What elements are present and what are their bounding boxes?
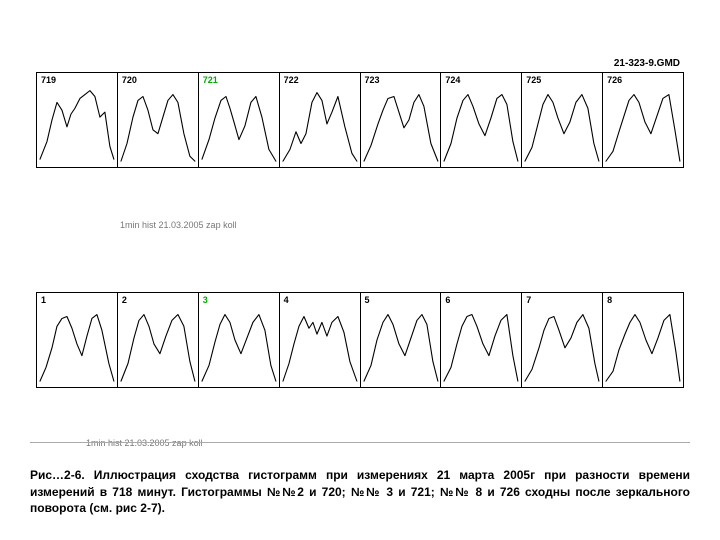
histogram-panel: 4 <box>280 292 361 388</box>
histogram-panel: 721 <box>199 72 280 168</box>
histogram-curve <box>280 73 360 167</box>
histogram-curve <box>361 73 441 167</box>
histogram-curve <box>199 293 279 387</box>
figure-caption: Рис…2-6. Иллюстрация сходства гистограмм… <box>30 467 690 516</box>
dataset-sublabel: 1min hist 21.03.2005 zap koll <box>120 220 237 230</box>
dataset-sublabel: 1min hist 21.03.2005 zap koll <box>86 438 203 448</box>
histogram-panel: 1 <box>36 292 118 388</box>
histogram-panel: 2 <box>118 292 199 388</box>
file-name-header: 21-323-9.GMD <box>614 58 680 69</box>
histogram-curve <box>522 293 602 387</box>
histogram-panel: 8 <box>603 292 684 388</box>
panel-row-1: 719720721722723724725726 <box>36 72 684 168</box>
histogram-curve <box>199 73 279 167</box>
histogram-curve <box>37 293 117 387</box>
histogram-panel: 7 <box>522 292 603 388</box>
histogram-panel: 720 <box>118 72 199 168</box>
histogram-curve <box>280 293 360 387</box>
histogram-curve <box>361 293 441 387</box>
histogram-curve <box>603 293 683 387</box>
histogram-panel: 723 <box>361 72 442 168</box>
histogram-panel: 724 <box>441 72 522 168</box>
histogram-panel: 3 <box>199 292 280 388</box>
histogram-curve <box>37 73 117 167</box>
histogram-panel: 725 <box>522 72 603 168</box>
histogram-curve <box>118 293 198 387</box>
histogram-curve <box>603 73 683 167</box>
histogram-panel: 722 <box>280 72 361 168</box>
histogram-panel: 726 <box>603 72 684 168</box>
separator-rule <box>30 442 690 443</box>
histogram-curve <box>118 73 198 167</box>
histogram-panel: 5 <box>361 292 442 388</box>
histogram-curve <box>441 73 521 167</box>
histogram-curve <box>522 73 602 167</box>
panel-row-2: 12345678 <box>36 292 684 388</box>
histogram-curve <box>441 293 521 387</box>
histogram-panel: 6 <box>441 292 522 388</box>
histogram-panel: 719 <box>36 72 118 168</box>
